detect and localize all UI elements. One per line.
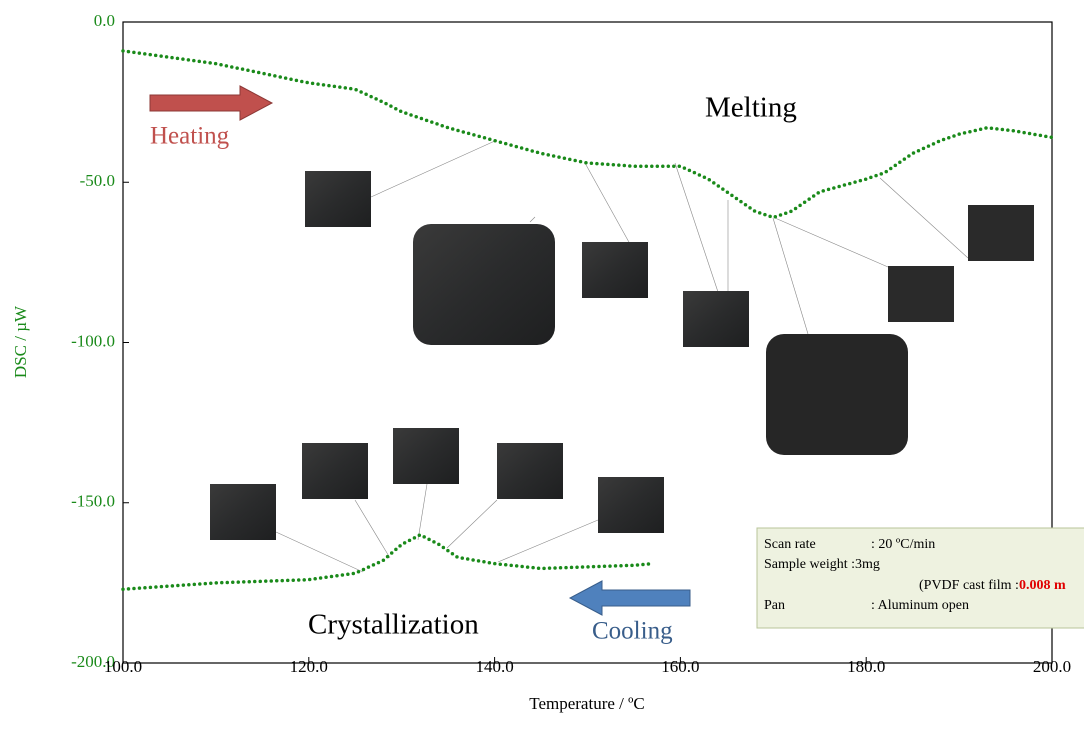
cooling-arrow — [570, 581, 690, 615]
photos — [210, 140, 1034, 572]
info-text: (PVDF cast film :0.008 m — [919, 578, 1066, 593]
info-text: : Aluminum open — [871, 598, 969, 613]
dsc-curve — [123, 535, 653, 589]
info-text: Scan rate — [764, 537, 816, 552]
x-tick-label: 200.0 — [1033, 657, 1071, 676]
cooling-label: Cooling — [592, 618, 673, 645]
x-tick-label: 100.0 — [104, 657, 142, 676]
info-highlight: 0.008 m — [1019, 578, 1066, 593]
x-tick-label: 120.0 — [290, 657, 328, 676]
y-tick-label: 0.0 — [94, 11, 115, 30]
y-tick-label: -50.0 — [80, 171, 115, 190]
info-text: : 20 ºC/min — [871, 537, 935, 552]
x-tick-label: 180.0 — [847, 657, 885, 676]
x-tick-label: 160.0 — [661, 657, 699, 676]
info-text: (PVDF cast film : — [919, 578, 1019, 593]
y-axis-title: DSC / µW — [11, 305, 30, 378]
x-tick-label: 140.0 — [475, 657, 513, 676]
info-text: Pan — [764, 598, 785, 613]
crystallization-label: Crystallization — [308, 609, 479, 641]
melting-label: Melting — [705, 92, 797, 124]
heating-label: Heating — [150, 123, 230, 150]
y-tick-label: -150.0 — [71, 492, 115, 511]
dsc-curve — [123, 51, 1052, 218]
heating-arrow — [150, 86, 272, 120]
x-axis-title: Temperature / ºC — [529, 694, 644, 713]
info-text: Sample weight :3mg — [764, 557, 880, 572]
y-tick-label: -100.0 — [71, 331, 115, 350]
info-box: Scan rate : 20 ºC/min Sample weight :3mg… — [757, 528, 1084, 628]
chart: Heating Cooling Melting Crystallization … — [0, 0, 1084, 746]
